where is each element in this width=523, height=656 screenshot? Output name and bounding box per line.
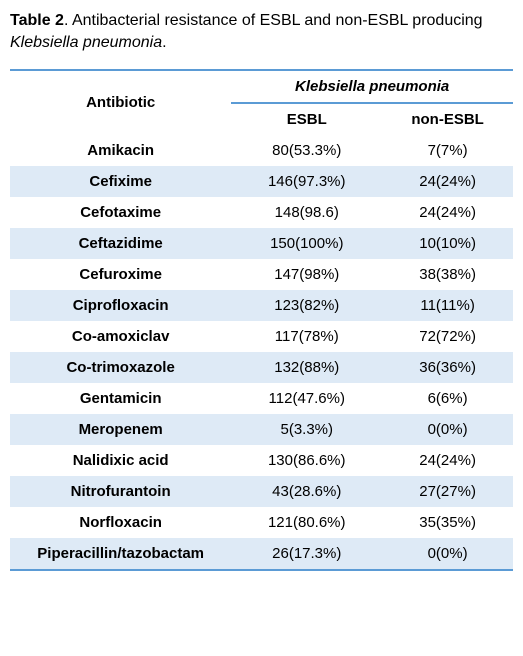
cell-antibiotic: Nalidixic acid	[10, 445, 231, 476]
cell-non-esbl: 35(35%)	[382, 507, 513, 538]
header-non-esbl: non-ESBL	[382, 103, 513, 135]
cell-esbl: 130(86.6%)	[231, 445, 382, 476]
header-esbl: ESBL	[231, 103, 382, 135]
caption-text-1: . Antibacterial resistance of ESBL and n…	[64, 12, 483, 29]
table-row: Norfloxacin121(80.6%)35(35%)	[10, 507, 513, 538]
table-row: Cefuroxime147(98%)38(38%)	[10, 259, 513, 290]
table-row: Ceftazidime150(100%)10(10%)	[10, 228, 513, 259]
table-row: Piperacillin/tazobactam26(17.3%)0(0%)	[10, 538, 513, 570]
cell-esbl: 147(98%)	[231, 259, 382, 290]
cell-antibiotic: Cefixime	[10, 166, 231, 197]
table-row: Cefotaxime148(98.6)24(24%)	[10, 197, 513, 228]
cell-non-esbl: 72(72%)	[382, 321, 513, 352]
caption-label: Table 2	[10, 12, 64, 29]
cell-non-esbl: 7(7%)	[382, 135, 513, 166]
caption-text-2: .	[162, 34, 166, 51]
cell-esbl: 148(98.6)	[231, 197, 382, 228]
table-row: Co-amoxiclav117(78%)72(72%)	[10, 321, 513, 352]
cell-antibiotic: Nitrofurantoin	[10, 476, 231, 507]
cell-antibiotic: Gentamicin	[10, 383, 231, 414]
cell-non-esbl: 6(6%)	[382, 383, 513, 414]
cell-esbl: 121(80.6%)	[231, 507, 382, 538]
table-row: Nalidixic acid130(86.6%)24(24%)	[10, 445, 513, 476]
cell-non-esbl: 24(24%)	[382, 166, 513, 197]
cell-esbl: 80(53.3%)	[231, 135, 382, 166]
cell-antibiotic: Cefuroxime	[10, 259, 231, 290]
table-row: Amikacin80(53.3%)7(7%)	[10, 135, 513, 166]
cell-non-esbl: 11(11%)	[382, 290, 513, 321]
cell-non-esbl: 10(10%)	[382, 228, 513, 259]
cell-non-esbl: 0(0%)	[382, 414, 513, 445]
cell-esbl: 43(28.6%)	[231, 476, 382, 507]
cell-esbl: 146(97.3%)	[231, 166, 382, 197]
cell-antibiotic: Co-amoxiclav	[10, 321, 231, 352]
cell-non-esbl: 24(24%)	[382, 197, 513, 228]
cell-esbl: 117(78%)	[231, 321, 382, 352]
cell-esbl: 5(3.3%)	[231, 414, 382, 445]
cell-esbl: 132(88%)	[231, 352, 382, 383]
table-row: Nitrofurantoin43(28.6%)27(27%)	[10, 476, 513, 507]
cell-antibiotic: Amikacin	[10, 135, 231, 166]
table-body: Amikacin80(53.3%)7(7%)Cefixime146(97.3%)…	[10, 135, 513, 570]
cell-non-esbl: 27(27%)	[382, 476, 513, 507]
table-row: Ciprofloxacin123(82%)11(11%)	[10, 290, 513, 321]
cell-non-esbl: 38(38%)	[382, 259, 513, 290]
table-row: Cefixime146(97.3%)24(24%)	[10, 166, 513, 197]
cell-esbl: 123(82%)	[231, 290, 382, 321]
cell-antibiotic: Co-trimoxazole	[10, 352, 231, 383]
table-row: Gentamicin112(47.6%)6(6%)	[10, 383, 513, 414]
cell-esbl: 150(100%)	[231, 228, 382, 259]
cell-antibiotic: Norfloxacin	[10, 507, 231, 538]
header-group: Klebsiella pneumonia	[231, 70, 513, 103]
table-row: Co-trimoxazole132(88%)36(36%)	[10, 352, 513, 383]
cell-non-esbl: 0(0%)	[382, 538, 513, 570]
cell-antibiotic: Ceftazidime	[10, 228, 231, 259]
cell-non-esbl: 36(36%)	[382, 352, 513, 383]
cell-antibiotic: Meropenem	[10, 414, 231, 445]
cell-antibiotic: Piperacillin/tazobactam	[10, 538, 231, 570]
caption-italic: Klebsiella pneumonia	[10, 34, 162, 51]
table-caption: Table 2. Antibacterial resistance of ESB…	[10, 10, 513, 55]
resistance-table: Antibiotic Klebsiella pneumonia ESBL non…	[10, 69, 513, 571]
header-antibiotic: Antibiotic	[10, 70, 231, 135]
cell-esbl: 112(47.6%)	[231, 383, 382, 414]
cell-esbl: 26(17.3%)	[231, 538, 382, 570]
cell-antibiotic: Ciprofloxacin	[10, 290, 231, 321]
table-row: Meropenem5(3.3%)0(0%)	[10, 414, 513, 445]
cell-antibiotic: Cefotaxime	[10, 197, 231, 228]
cell-non-esbl: 24(24%)	[382, 445, 513, 476]
